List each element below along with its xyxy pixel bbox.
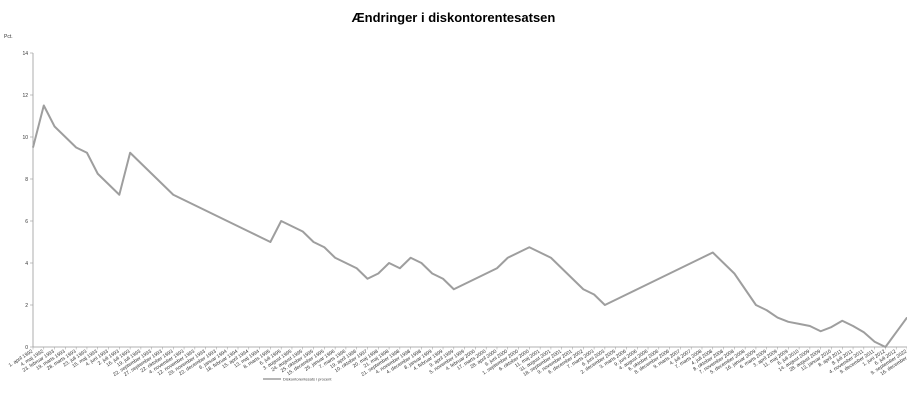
data-point [604, 304, 606, 306]
data-point [64, 136, 66, 138]
y-tick-label: 6 [25, 219, 28, 225]
data-point [474, 278, 476, 280]
legend-label: Diskontorentesats i procent [283, 377, 332, 382]
data-point [636, 288, 638, 290]
data-point [388, 262, 390, 264]
data-point [280, 220, 282, 222]
data-point [442, 278, 444, 280]
data-point [237, 225, 239, 227]
data-point [97, 173, 99, 175]
data-point [420, 262, 423, 264]
data-point [485, 272, 487, 275]
data-point [302, 230, 304, 233]
data-point [593, 293, 595, 296]
data-point [43, 104, 45, 107]
data-point [863, 331, 865, 333]
data-point [334, 257, 336, 259]
data-point [366, 278, 369, 280]
data-point [550, 257, 552, 259]
data-point [658, 278, 660, 280]
y-tick-label: 8 [25, 177, 28, 183]
data-point [647, 283, 649, 285]
data-point [86, 152, 88, 154]
data-point [528, 246, 530, 248]
data-point [820, 330, 822, 332]
data-point [356, 267, 358, 269]
data-point [172, 194, 174, 196]
data-point [787, 321, 789, 323]
data-point [118, 194, 120, 196]
data-point [766, 309, 768, 311]
data-point [291, 225, 293, 227]
data-point [895, 331, 897, 333]
data-point [194, 204, 196, 206]
chart-title: Ændringer i diskontorentesatsen [351, 10, 556, 25]
data-point [53, 125, 56, 128]
data-point [258, 236, 261, 238]
data-point [841, 320, 843, 322]
data-point [107, 183, 110, 185]
data-point [755, 304, 757, 306]
data-point [884, 346, 887, 348]
legend: Diskontorentesats i procent [263, 377, 332, 382]
y-tick-label: 12 [22, 93, 28, 99]
data-point [205, 209, 207, 212]
data-point [410, 257, 412, 259]
y-axis-ticks: 0 2 4 6 8 10 12 14 [22, 51, 33, 351]
data-point [345, 262, 347, 264]
data-point [571, 278, 574, 280]
data-point [323, 246, 325, 248]
data-point [625, 293, 628, 296]
axes [32, 53, 907, 348]
data-point [129, 152, 131, 154]
data-point [582, 288, 584, 290]
data-point [32, 146, 34, 149]
data-point [399, 267, 401, 269]
data-point [140, 162, 142, 164]
y-tick-label: 10 [22, 135, 28, 141]
data-point [377, 272, 379, 275]
data-point [75, 146, 77, 149]
data-point [507, 257, 509, 259]
data-point [615, 299, 617, 301]
data-point [701, 257, 703, 259]
data-point [798, 323, 800, 325]
data-point [183, 199, 185, 201]
y-axis-unit-label: Pct. [4, 34, 13, 40]
data-point [539, 251, 541, 254]
data-point [226, 220, 228, 222]
data-point [312, 241, 315, 243]
data-point [874, 341, 876, 343]
data-point [248, 230, 250, 233]
data-point [722, 262, 725, 264]
data-point [733, 272, 735, 275]
data-point [496, 267, 498, 269]
data-point [852, 325, 854, 327]
y-tick-label: 0 [25, 345, 28, 351]
data-point [669, 272, 671, 275]
data-point [744, 288, 746, 290]
data-point [712, 251, 714, 254]
data-point [679, 267, 682, 269]
y-tick-label: 4 [25, 261, 28, 267]
data-point [776, 317, 779, 319]
data-point [215, 215, 218, 217]
data-point [690, 262, 692, 264]
y-tick-label: 2 [25, 303, 28, 309]
series-group [32, 104, 907, 348]
data-point [464, 283, 466, 285]
data-point [517, 251, 520, 254]
data-point [151, 173, 153, 175]
series-line-diskontorentesats [32, 104, 907, 348]
data-point [431, 272, 433, 275]
data-point [561, 267, 563, 269]
data-point [269, 241, 271, 243]
data-point [830, 326, 833, 328]
data-point [809, 325, 811, 327]
y-tick-label: 14 [22, 51, 28, 57]
data-point [453, 288, 455, 290]
data-point [161, 183, 164, 185]
